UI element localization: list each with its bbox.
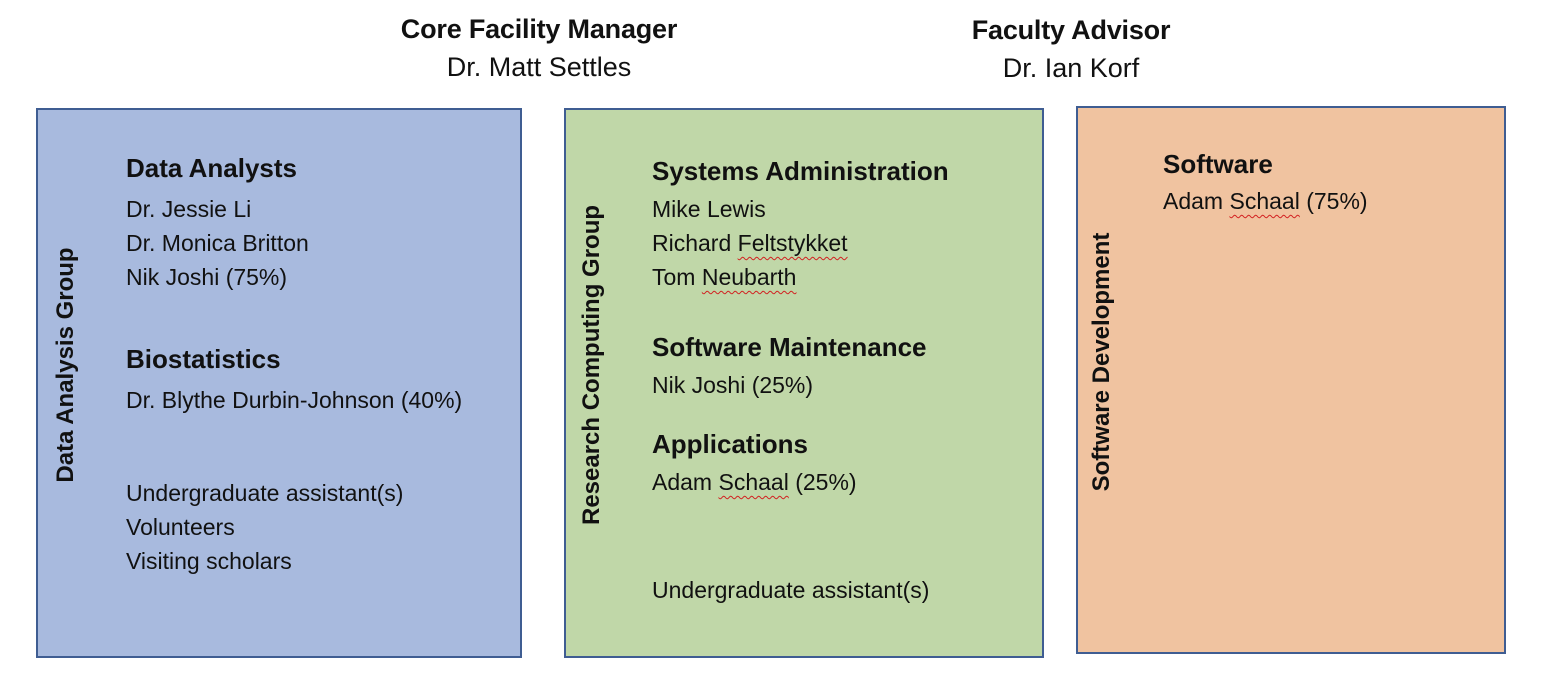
core-facility-manager: Core Facility Manager Dr. Matt Settles bbox=[359, 10, 719, 86]
software-maintenance-section: Software Maintenance Nik Joshi (25%) bbox=[652, 329, 927, 402]
software-section: Software Adam Schaal (75%) bbox=[1163, 146, 1368, 218]
applications-section: Applications Adam Schaal (25%) bbox=[652, 426, 857, 499]
member-last-name: Feltstykket bbox=[737, 230, 848, 256]
systems-administration-section: Systems Administration Mike Lewis Richar… bbox=[652, 153, 949, 294]
data-analysts-section: Data Analysts Dr. Jessie Li Dr. Monica B… bbox=[126, 150, 309, 294]
software-maintenance-title: Software Maintenance bbox=[652, 332, 927, 362]
computing-other-members: Undergraduate assistant(s) bbox=[652, 573, 929, 607]
member-nik-joshi: Nik Joshi (75%) bbox=[126, 264, 288, 290]
faculty-advisor: Faculty Advisor Dr. Ian Korf bbox=[891, 11, 1251, 87]
member-monica-britton: Dr. Monica Britton bbox=[126, 230, 309, 256]
member-percent: (25%) bbox=[795, 469, 857, 495]
biostatistics-title: Biostatistics bbox=[126, 344, 281, 374]
member-visiting-scholars: Visiting scholars bbox=[126, 548, 292, 574]
software-title: Software bbox=[1163, 149, 1273, 179]
member-blythe-durbin-johnson: Dr. Blythe Durbin-Johnson (40%) bbox=[126, 387, 463, 413]
research-computing-group-label: Research Computing Group bbox=[578, 204, 605, 526]
biostatistics-section: Biostatistics Dr. Blythe Durbin-Johnson … bbox=[126, 341, 462, 417]
member-undergraduate-assistants: Undergraduate assistant(s) bbox=[652, 577, 930, 603]
systems-administration-title: Systems Administration bbox=[652, 156, 949, 186]
member-adam-schaal: Adam Schaal (75%) bbox=[1163, 184, 1368, 218]
member-last-name: Schaal bbox=[718, 469, 789, 495]
data-analysts-title: Data Analysts bbox=[126, 153, 297, 183]
member-last-name: Neubarth bbox=[701, 264, 797, 290]
member-nik-joshi: Nik Joshi (25%) bbox=[652, 372, 814, 398]
data-analysis-group-label: Data Analysis Group bbox=[52, 247, 79, 483]
member-jessie-li: Dr. Jessie Li bbox=[126, 196, 252, 222]
member-mike-lewis: Mike Lewis bbox=[652, 196, 766, 222]
manager-name: Dr. Matt Settles bbox=[446, 52, 632, 82]
analysis-other-members: Undergraduate assistant(s) Volunteers Vi… bbox=[126, 476, 403, 578]
member-first-name: Tom bbox=[652, 264, 696, 290]
member-percent: (75%) bbox=[1306, 188, 1368, 214]
member-adam-schaal: Adam Schaal (25%) bbox=[652, 465, 857, 499]
applications-title: Applications bbox=[652, 429, 809, 459]
member-tom-neubarth: Tom Neubarth bbox=[652, 260, 949, 294]
software-development-label: Software Development bbox=[1088, 232, 1115, 492]
advisor-name: Dr. Ian Korf bbox=[1002, 53, 1140, 83]
manager-role: Core Facility Manager bbox=[400, 14, 678, 44]
member-first-name: Adam bbox=[1163, 188, 1224, 214]
member-last-name: Schaal bbox=[1229, 188, 1300, 214]
data-analysis-group-panel: Data Analysis Group Data Analysts Dr. Je… bbox=[36, 108, 522, 658]
member-first-name: Adam bbox=[652, 469, 713, 495]
advisor-role: Faculty Advisor bbox=[971, 15, 1171, 45]
member-volunteers: Volunteers bbox=[126, 514, 235, 540]
member-richard-feltstykket: Richard Feltstykket bbox=[652, 226, 949, 260]
member-first-name: Richard bbox=[652, 230, 732, 256]
software-development-panel: Software Development Software Adam Schaa… bbox=[1076, 106, 1506, 654]
research-computing-group-panel: Research Computing Group Systems Adminis… bbox=[564, 108, 1044, 658]
member-undergraduate-assistants: Undergraduate assistant(s) bbox=[126, 480, 404, 506]
